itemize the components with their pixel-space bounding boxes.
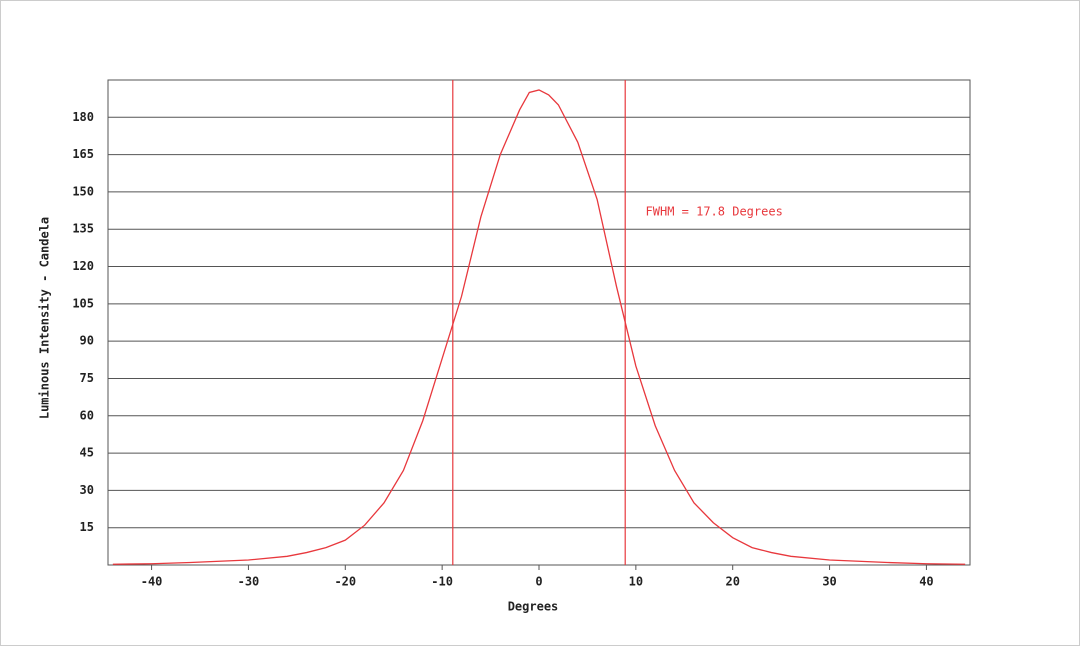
y-tick-label: 90 (80, 334, 94, 348)
y-tick-label: 45 (80, 446, 94, 460)
y-tick-label: 135 (72, 222, 94, 236)
x-tick-label: 0 (535, 575, 542, 589)
y-tick-label: 15 (80, 520, 94, 534)
annotation: FWHM = 17.8 Degrees (646, 204, 783, 218)
x-tick-label: 30 (822, 575, 836, 589)
x-tick-label: -40 (141, 575, 163, 589)
y-tick-label: 165 (72, 147, 94, 161)
x-tick-label: -20 (334, 575, 356, 589)
y-axis-title: Luminous Intensity - Candela (38, 217, 52, 419)
line-series (112, 89, 966, 565)
plot-area (107, 79, 971, 566)
x-tick-label: 40 (919, 575, 933, 589)
y-tick-label: 60 (80, 408, 94, 422)
x-axis-title: Degrees (508, 600, 559, 614)
y-tick-label: 30 (80, 483, 94, 497)
y-tick-label: 75 (80, 371, 94, 385)
y-tick-label: 150 (72, 184, 94, 198)
y-tick-label: 105 (72, 296, 94, 310)
x-tick-label: -30 (238, 575, 260, 589)
y-tick-label: 180 (72, 110, 94, 124)
y-tick-label: 120 (72, 259, 94, 273)
x-tick-label: 10 (629, 575, 643, 589)
x-tick-label: 20 (725, 575, 739, 589)
x-tick-label: -10 (431, 575, 453, 589)
